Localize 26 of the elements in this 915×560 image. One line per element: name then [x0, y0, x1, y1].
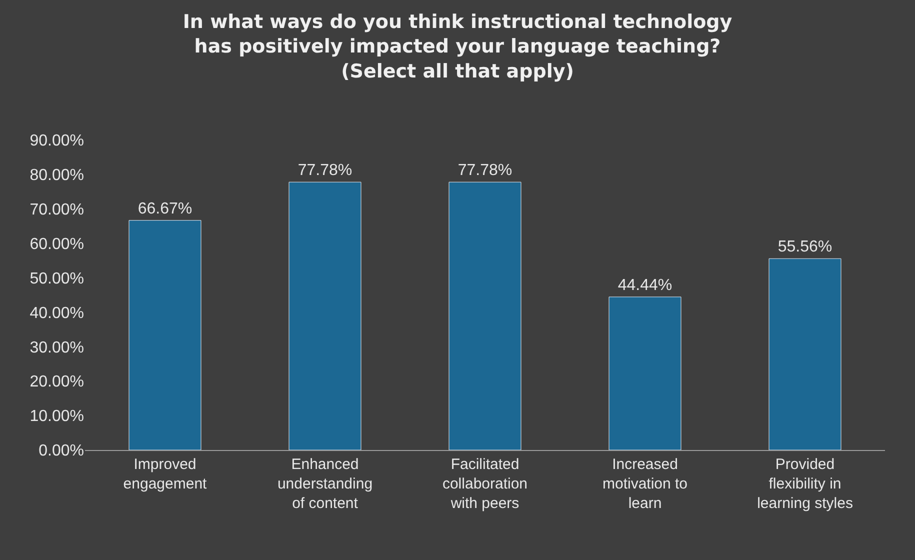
x-tick-label: Increased motivation to learn: [602, 456, 688, 512]
bar: [608, 296, 682, 450]
y-tick-label: 60.00%: [30, 236, 84, 253]
y-tick-label: 10.00%: [30, 408, 84, 426]
data-label: 77.78%: [298, 162, 352, 180]
y-tick-label: 40.00%: [30, 304, 84, 322]
y-tick-label: 70.00%: [30, 201, 84, 218]
bar: [288, 182, 362, 450]
y-tick-label: 90.00%: [30, 132, 84, 150]
bar: [128, 220, 202, 450]
y-tick-label: 30.00%: [30, 339, 84, 356]
x-tick-label: Improved engagement: [123, 456, 208, 492]
data-label: 55.56%: [778, 238, 832, 256]
y-tick-label: 0.00%: [38, 442, 84, 460]
x-tick-label: Enhanced understanding of content: [277, 456, 373, 512]
y-tick-label: 80.00%: [30, 167, 84, 184]
x-tick-label: Facilitated collaboration with peers: [442, 456, 528, 512]
chart-title: In what ways do you think instructional technology has positively impacted your language teaching? (Select all that apply): [182, 11, 733, 82]
bar: [448, 182, 522, 450]
y-tick-label: 20.00%: [30, 374, 84, 391]
data-label: 66.67%: [138, 200, 192, 218]
data-label: 44.44%: [618, 276, 672, 294]
data-label: 77.78%: [458, 162, 512, 180]
bar: [768, 258, 842, 450]
y-tick-label: 50.00%: [30, 270, 84, 288]
x-tick-label: Provided flexibility in learning styles: [757, 456, 853, 512]
